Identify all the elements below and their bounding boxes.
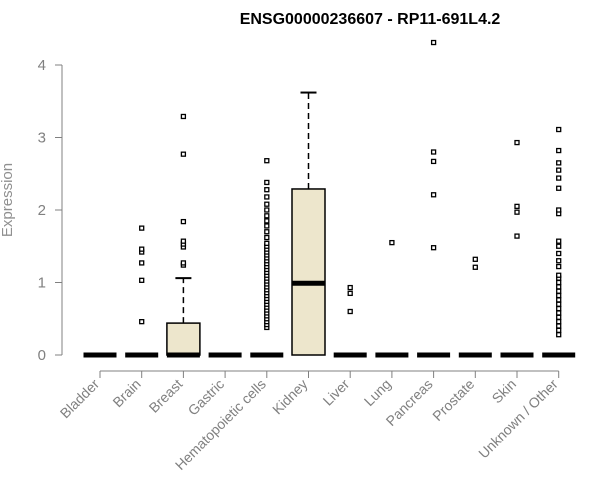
x-tick-label: Unknown / Other — [475, 376, 561, 462]
outlier-point — [556, 238, 562, 244]
outlier-point — [139, 260, 145, 266]
outlier-point — [556, 318, 562, 325]
outlier-point — [139, 277, 145, 283]
outlier-point — [556, 250, 562, 257]
x-tick-label: Lung — [361, 376, 394, 409]
outlier-point — [556, 284, 562, 290]
outlier-point — [556, 301, 562, 307]
plot-area — [83, 39, 576, 358]
chart-title: ENSG00000236607 - RP11-691L4.2 — [240, 11, 501, 28]
outlier-point — [264, 234, 270, 241]
outlier-point — [556, 288, 562, 294]
outlier-point — [556, 297, 562, 303]
outlier-point — [556, 167, 562, 173]
box-group — [250, 158, 284, 358]
outlier-point — [264, 229, 270, 235]
box-body — [291, 188, 326, 356]
outlier-point — [347, 308, 353, 315]
outlier-point — [139, 246, 145, 252]
outlier-point — [139, 318, 145, 325]
outlier-point — [556, 243, 562, 249]
box-body — [166, 322, 201, 356]
outlier-point — [139, 225, 145, 231]
outlier-point — [472, 264, 478, 270]
outlier-point — [430, 149, 437, 155]
outlier-point — [389, 239, 395, 246]
x-tick-label: Liver — [320, 376, 353, 409]
box-group — [375, 239, 409, 358]
y-tick-label: 0 — [38, 347, 46, 364]
outlier-point — [556, 207, 562, 213]
outlier-point — [556, 332, 562, 338]
outlier-point — [430, 245, 437, 251]
y-axis: 0 1 2 3 4 — [38, 57, 63, 364]
outlier-point — [556, 126, 562, 133]
outlier-point — [180, 113, 187, 120]
outlier-point — [556, 185, 562, 191]
box-group — [417, 39, 451, 358]
outlier-point — [180, 218, 187, 225]
outlier-point — [430, 39, 437, 46]
box-group — [333, 284, 367, 358]
outlier-point — [472, 256, 478, 262]
x-tick-label: Kidney — [269, 376, 311, 418]
outlier-point — [264, 207, 270, 213]
outlier-point — [347, 284, 353, 291]
outlier-point — [556, 292, 562, 299]
box-group — [542, 126, 576, 358]
outlier-point — [264, 240, 270, 247]
y-tick-label: 1 — [38, 275, 46, 292]
outlier-point — [264, 213, 270, 219]
outlier-point — [264, 223, 270, 229]
outlier-point — [430, 192, 437, 198]
box-group — [500, 139, 534, 358]
outlier-point — [180, 260, 187, 266]
x-tick-label: Bladder — [57, 376, 103, 422]
outlier-point — [180, 151, 187, 157]
outlier-point — [556, 323, 562, 329]
x-tick-label: Skin — [489, 376, 520, 407]
outlier-point — [556, 314, 562, 320]
y-tick-label: 3 — [38, 130, 46, 147]
x-tick-label: Brain — [109, 376, 143, 410]
outlier-point — [180, 238, 187, 244]
y-axis-label: Expression — [0, 163, 16, 237]
outlier-point — [556, 160, 562, 166]
outlier-point — [264, 201, 270, 207]
x-tick-label: Prostate — [429, 376, 477, 424]
outlier-point — [264, 218, 270, 224]
outlier-point — [556, 175, 562, 181]
outlier-point — [347, 290, 353, 297]
outlier-point — [430, 158, 437, 165]
box-group — [291, 91, 326, 356]
outlier-point — [514, 203, 520, 210]
outlier-point — [556, 147, 562, 154]
outlier-point — [264, 194, 270, 200]
box-group — [458, 256, 492, 358]
outlier-point — [514, 139, 520, 146]
box-group — [166, 113, 201, 358]
outlier-point — [556, 272, 562, 278]
outlier-point — [556, 310, 562, 316]
outlier-point — [264, 187, 270, 193]
box-group — [125, 225, 159, 358]
outlier-point — [264, 158, 270, 164]
outlier-point — [556, 279, 562, 286]
outlier-point — [556, 263, 562, 270]
outlier-point — [556, 305, 562, 312]
y-tick-label: 2 — [38, 202, 46, 219]
x-tick-label: Breast — [146, 376, 186, 416]
outlier-point — [514, 209, 520, 215]
outlier-point — [556, 327, 562, 334]
outlier-point — [556, 258, 562, 264]
y-tick-label: 4 — [38, 57, 46, 74]
outlier-point — [514, 233, 520, 239]
outlier-point — [264, 179, 270, 186]
